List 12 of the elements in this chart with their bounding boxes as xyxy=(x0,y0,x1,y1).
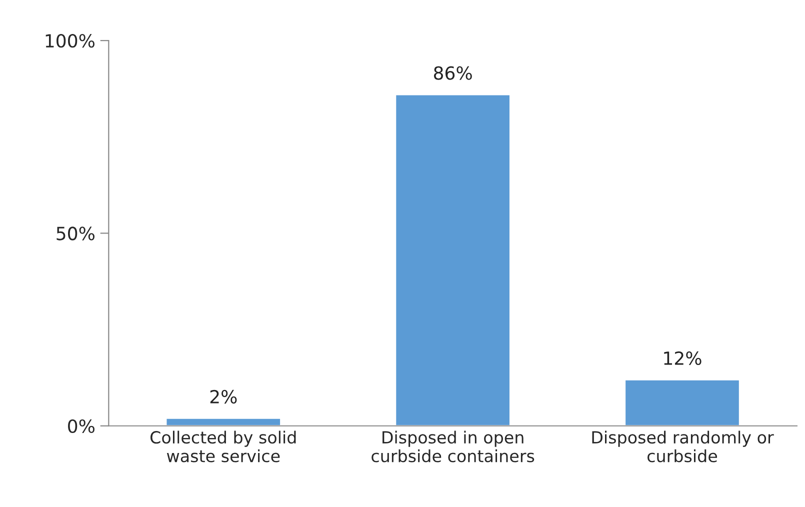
bar xyxy=(165,417,282,426)
x-tick-label: Disposed in open curbside containers xyxy=(372,430,534,462)
x-tick-label: Disposed randomly or curbside xyxy=(592,430,774,462)
data-label: 86% xyxy=(434,66,472,80)
bar xyxy=(394,94,511,426)
y-tick-label: 50% xyxy=(56,226,94,240)
x-tick-label: Collected by solid waste service xyxy=(150,430,296,462)
bar xyxy=(624,378,740,426)
y-tick-label: 0% xyxy=(68,419,94,433)
y-tick-label: 100% xyxy=(46,34,94,48)
data-label: 2% xyxy=(210,390,237,404)
data-label: 12% xyxy=(664,351,702,366)
